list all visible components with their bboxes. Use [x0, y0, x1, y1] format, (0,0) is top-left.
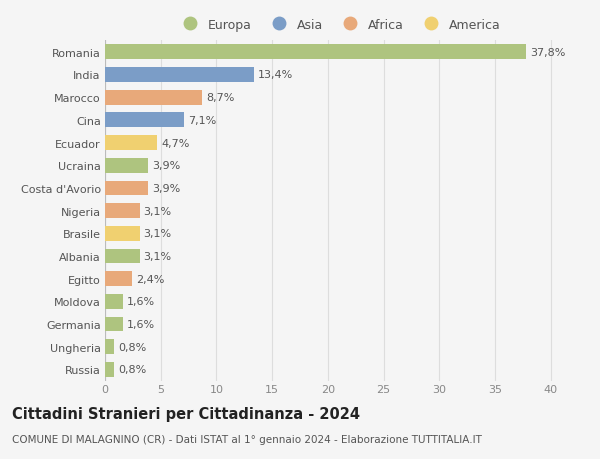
- Text: 1,6%: 1,6%: [127, 319, 155, 330]
- Text: 8,7%: 8,7%: [206, 93, 234, 103]
- Text: 3,9%: 3,9%: [152, 184, 181, 194]
- Text: COMUNE DI MALAGNINO (CR) - Dati ISTAT al 1° gennaio 2024 - Elaborazione TUTTITAL: COMUNE DI MALAGNINO (CR) - Dati ISTAT al…: [12, 434, 482, 444]
- Legend: Europa, Asia, Africa, America: Europa, Asia, Africa, America: [178, 19, 500, 32]
- Bar: [105, 136, 157, 151]
- Text: 3,9%: 3,9%: [152, 161, 181, 171]
- Bar: [105, 294, 123, 309]
- Text: 0,8%: 0,8%: [118, 364, 146, 375]
- Text: 7,1%: 7,1%: [188, 116, 216, 126]
- Bar: [105, 340, 114, 354]
- Bar: [105, 158, 148, 173]
- Bar: [105, 272, 132, 286]
- Text: 13,4%: 13,4%: [258, 70, 293, 80]
- Bar: [105, 90, 202, 105]
- Text: 37,8%: 37,8%: [530, 48, 565, 58]
- Bar: [105, 226, 140, 241]
- Bar: [105, 362, 114, 377]
- Bar: [105, 113, 184, 128]
- Text: 2,4%: 2,4%: [136, 274, 164, 284]
- Text: 0,8%: 0,8%: [118, 342, 146, 352]
- Text: 4,7%: 4,7%: [161, 138, 190, 148]
- Text: 3,1%: 3,1%: [143, 206, 172, 216]
- Text: 3,1%: 3,1%: [143, 229, 172, 239]
- Bar: [105, 249, 140, 264]
- Text: 1,6%: 1,6%: [127, 297, 155, 307]
- Bar: [105, 68, 254, 83]
- Bar: [105, 181, 148, 196]
- Bar: [105, 317, 123, 332]
- Bar: [105, 204, 140, 218]
- Text: Cittadini Stranieri per Cittadinanza - 2024: Cittadini Stranieri per Cittadinanza - 2…: [12, 406, 360, 421]
- Text: 3,1%: 3,1%: [143, 252, 172, 262]
- Bar: [105, 45, 526, 60]
